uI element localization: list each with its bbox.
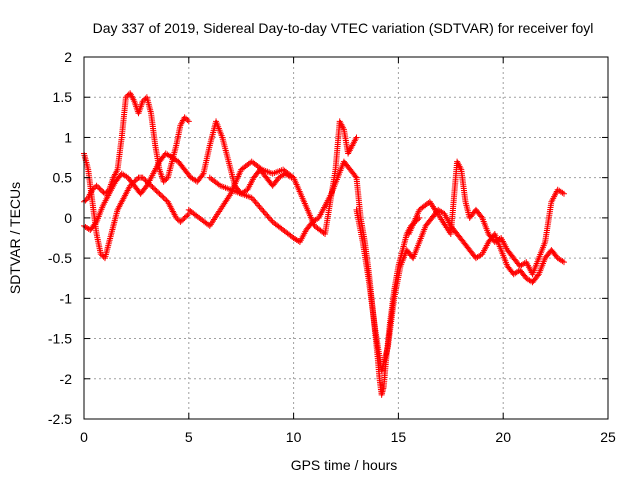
data-point xyxy=(142,184,149,191)
y-tick-label: 0.5 xyxy=(53,170,73,186)
data-point xyxy=(177,218,184,225)
x-tick-label: 25 xyxy=(600,429,616,445)
y-axis-label: SDTVAR / TECUs xyxy=(7,182,23,294)
data-point xyxy=(157,192,164,199)
data-point xyxy=(174,216,181,223)
data-point xyxy=(160,194,167,201)
data-point xyxy=(181,214,188,221)
data-point xyxy=(97,251,104,258)
data-points xyxy=(81,90,567,398)
x-tick-label: 0 xyxy=(80,429,88,445)
data-point xyxy=(139,174,146,181)
y-tick-label: -1 xyxy=(60,290,73,306)
data-point xyxy=(478,213,485,220)
data-point xyxy=(152,186,159,193)
data-point xyxy=(215,181,222,188)
data-point xyxy=(180,216,187,223)
data-point xyxy=(141,176,148,183)
data-point xyxy=(99,252,106,259)
data-point xyxy=(181,114,188,121)
data-point xyxy=(184,212,191,219)
chart-title: Day 337 of 2019, Sidereal Day-to-day VTE… xyxy=(93,20,594,36)
data-point xyxy=(534,272,541,279)
data-point xyxy=(178,217,185,224)
y-tick-label: -1.5 xyxy=(48,331,72,347)
data-point xyxy=(289,233,296,240)
data-point xyxy=(257,165,264,172)
data-point xyxy=(184,117,191,124)
data-point xyxy=(99,188,106,195)
data-point xyxy=(162,196,169,203)
data-point xyxy=(97,186,104,193)
data-point xyxy=(149,184,156,191)
data-point xyxy=(94,184,101,191)
x-axis-label: GPS time / hours xyxy=(291,457,398,473)
y-tick-label: 1 xyxy=(64,129,72,145)
x-tick-label: 20 xyxy=(495,429,511,445)
data-point xyxy=(173,214,180,221)
data-point xyxy=(96,185,103,192)
data-point xyxy=(153,188,160,195)
data-point xyxy=(352,173,359,180)
y-tick-label: -2.5 xyxy=(48,411,72,427)
data-point xyxy=(156,190,163,197)
x-tick-label: 10 xyxy=(286,429,302,445)
data-point xyxy=(185,118,192,125)
data-point xyxy=(560,259,567,266)
data-point xyxy=(560,190,567,197)
data-point xyxy=(183,115,190,122)
data-point xyxy=(162,177,169,184)
y-tick-label: 1.5 xyxy=(53,89,73,105)
data-point xyxy=(155,189,162,196)
axis-tick-labels: 0 5 10 15 20 25 -2.5 -2 -1.5 -1 -0.5 0 0.5 1 1.5 2 xyxy=(48,49,616,445)
data-point xyxy=(122,94,129,101)
data-point xyxy=(82,197,89,204)
data-point xyxy=(141,96,148,103)
x-tick-label: 5 xyxy=(185,429,193,445)
data-point xyxy=(199,171,206,178)
axis-ticks xyxy=(83,56,609,420)
data-point xyxy=(163,176,170,183)
data-point xyxy=(150,185,157,192)
data-point xyxy=(353,134,360,141)
data-point xyxy=(92,220,99,227)
y-tick-label: -0.5 xyxy=(48,250,72,266)
x-tick-label: 15 xyxy=(391,429,407,445)
data-point xyxy=(159,193,166,200)
data-point xyxy=(160,178,167,185)
data-point xyxy=(132,177,139,184)
data-point xyxy=(93,182,100,189)
y-tick-label: -2 xyxy=(60,371,73,387)
plot-area-frame xyxy=(83,56,609,420)
y-tick-label: 2 xyxy=(64,49,72,65)
data-point xyxy=(183,213,190,220)
y-tick-label: 0 xyxy=(64,210,72,226)
data-point xyxy=(134,176,141,183)
data-point xyxy=(139,98,146,105)
data-point xyxy=(124,92,131,99)
